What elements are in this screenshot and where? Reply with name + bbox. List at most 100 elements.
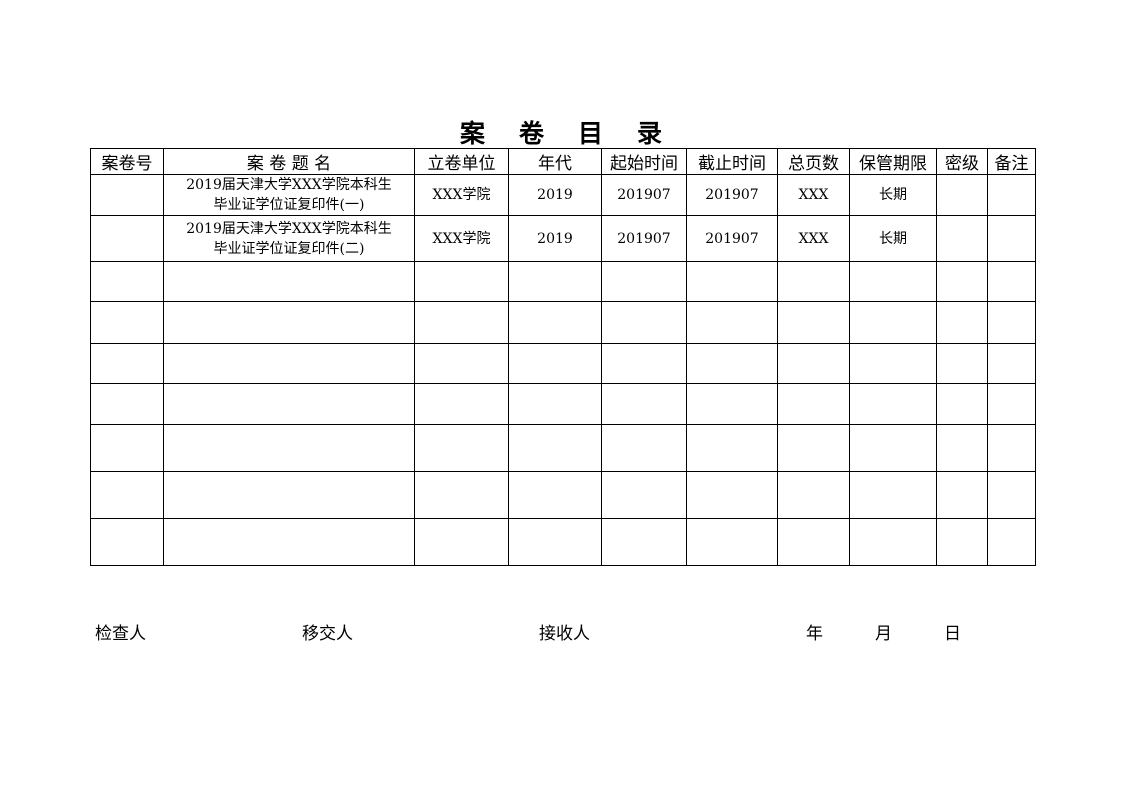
table-cell (987, 424, 1036, 472)
table-row (90, 301, 1036, 344)
table-cell (686, 343, 778, 384)
table-cell (90, 343, 164, 384)
table-cell (686, 261, 778, 302)
table-cell (777, 424, 850, 472)
table-cell (849, 301, 937, 344)
table-cell (414, 471, 509, 519)
table-cell (508, 261, 602, 302)
table-cell (508, 424, 602, 472)
table-cell: 长期 (849, 215, 937, 262)
column-header: 立卷单位 (414, 148, 509, 175)
table-cell (777, 471, 850, 519)
table-cell: XXX (777, 215, 850, 262)
table-cell (849, 424, 937, 472)
table-cell (601, 383, 687, 425)
table-cell (777, 301, 850, 344)
table-cell (936, 383, 988, 425)
table-cell (414, 424, 509, 472)
table-cell (987, 261, 1036, 302)
table-cell (849, 518, 937, 566)
table-cell (508, 301, 602, 344)
table-cell (849, 343, 937, 384)
column-header: 保管期限 (849, 148, 937, 175)
table-cell (777, 343, 850, 384)
table-cell (508, 471, 602, 519)
table-cell (849, 471, 937, 519)
table-cell (686, 518, 778, 566)
table-cell (936, 215, 988, 262)
table-cell (414, 383, 509, 425)
table-cell (163, 383, 415, 425)
table-cell (414, 261, 509, 302)
table-cell (163, 424, 415, 472)
table-cell: XXX学院 (414, 174, 509, 216)
table-cell: XXX学院 (414, 215, 509, 262)
column-header: 案 卷 题 名 (163, 148, 415, 175)
table-cell (601, 301, 687, 344)
day-label: 日 (944, 624, 961, 644)
table-row (90, 424, 1036, 472)
table-cell (601, 261, 687, 302)
table-cell (601, 343, 687, 384)
table-cell (686, 301, 778, 344)
table-cell (601, 471, 687, 519)
table-cell (686, 424, 778, 472)
column-header: 总页数 (777, 148, 850, 175)
table-row (90, 518, 1036, 566)
table-cell (163, 471, 415, 519)
table-row: 2019届天津大学XXX学院本科生 毕业证学位证复印件(二) XXX学院 2019 2… (90, 215, 1036, 262)
table-row (90, 261, 1036, 302)
table-cell (90, 174, 164, 216)
table-cell (163, 301, 415, 344)
table-header-row: 案卷号案 卷 题 名立卷单位 年代 起始时间 截止时间 总页数 保管期限 密级 备注 (90, 148, 1036, 175)
receiver-label: 接收人 (539, 624, 590, 644)
column-header: 备注 (987, 148, 1036, 175)
table-cell: XXX (777, 174, 850, 216)
table-cell (987, 471, 1036, 519)
table-row: 2019届天津大学XXX学院本科生 毕业证学位证复印件(一) XXX学院 2019 2… (90, 174, 1036, 216)
table-row (90, 471, 1036, 519)
column-header: 截止时间 (686, 148, 778, 175)
table-cell (777, 261, 850, 302)
table-cell (936, 343, 988, 384)
inspector-label: 检查人 (95, 624, 146, 644)
table-cell (163, 261, 415, 302)
table-cell (936, 518, 988, 566)
table-cell (936, 301, 988, 344)
table-cell: 2019 (508, 174, 602, 216)
table-cell: 长期 (849, 174, 937, 216)
transferor-label: 移交人 (302, 624, 353, 644)
table-cell (987, 301, 1036, 344)
title-char: 卷 (518, 119, 544, 148)
table-cell (90, 424, 164, 472)
table-cell (90, 383, 164, 425)
table-cell: 201907 (601, 215, 687, 262)
table-cell (987, 383, 1036, 425)
table-cell (777, 383, 850, 425)
table-cell: 201907 (601, 174, 687, 216)
table-cell (90, 215, 164, 262)
table-row (90, 343, 1036, 384)
table-cell (163, 518, 415, 566)
table-cell (987, 343, 1036, 384)
table-cell: 201907 (686, 174, 778, 216)
table-cell (987, 174, 1036, 216)
table-cell (987, 215, 1036, 262)
table-cell (936, 261, 988, 302)
table-cell (849, 383, 937, 425)
title-char: 录 (637, 119, 663, 148)
document-title: 案卷目录 (0, 114, 1122, 150)
table-cell (936, 471, 988, 519)
table-cell: 2019 (508, 215, 602, 262)
table-cell (414, 343, 509, 384)
table-cell (936, 424, 988, 472)
table-cell: 2019届天津大学XXX学院本科生 毕业证学位证复印件(一) (163, 174, 415, 216)
table-cell (508, 343, 602, 384)
column-header: 案卷号 (90, 148, 164, 175)
title-char: 案 (459, 119, 485, 148)
title-char: 目 (578, 119, 604, 148)
table-cell (90, 471, 164, 519)
table-cell (90, 301, 164, 344)
table-cell (414, 301, 509, 344)
column-header: 年代 (508, 148, 602, 175)
